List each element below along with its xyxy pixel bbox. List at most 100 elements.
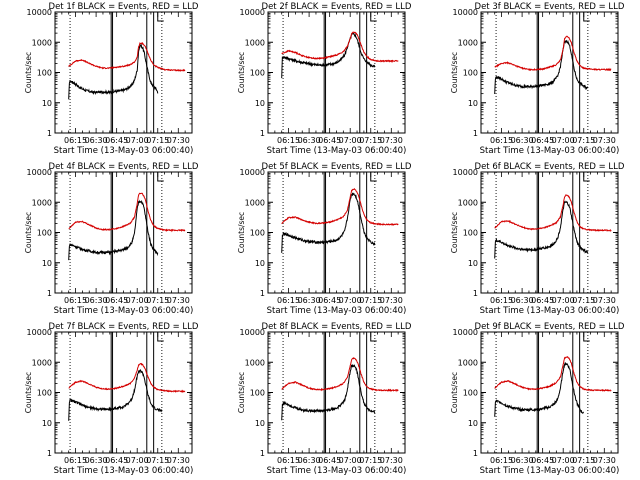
x-tick-label: 07:30 <box>593 296 616 305</box>
x-tick-label: 06:45 <box>318 456 341 465</box>
x-tick-label: 06:45 <box>531 296 554 305</box>
x-axis-label: Start Time (13-May-03 06:00:40) <box>267 146 407 156</box>
x-tick-label: 07:15 <box>359 136 382 145</box>
x-tick-label: 07:15 <box>146 456 169 465</box>
x-axis-label: Start Time (13-May-03 06:00:40) <box>267 306 407 316</box>
x-tick-label: 06:15 <box>277 456 300 465</box>
x-tick-label: 07:15 <box>359 456 382 465</box>
x-tick-label: 06:15 <box>490 136 513 145</box>
flag-marker <box>583 172 590 182</box>
y-tick-label: 1000 <box>458 358 478 367</box>
y-tick-label: 10 <box>42 99 52 108</box>
y-axis-label: Counts/sec <box>237 372 246 413</box>
x-tick-label: 07:00 <box>339 136 362 145</box>
x-tick-label: 06:45 <box>531 456 554 465</box>
x-tick-label: 06:45 <box>105 296 128 305</box>
y-tick-label: 1 <box>260 289 265 298</box>
y-axis-label: Counts/sec <box>450 372 459 413</box>
y-tick-label: 10000 <box>27 168 52 177</box>
x-tick-label: 06:15 <box>277 136 300 145</box>
x-tick-label: 07:00 <box>552 136 575 145</box>
y-tick-label: 1000 <box>458 198 478 207</box>
y-tick-label: 10000 <box>27 8 52 17</box>
x-axis-label: Start Time (13-May-03 06:00:40) <box>480 306 620 316</box>
flag-marker <box>583 12 590 22</box>
y-tick-label: 10 <box>255 99 265 108</box>
events-series-line <box>68 199 159 261</box>
lld-series-line <box>281 356 399 393</box>
lld-series-line <box>68 362 186 393</box>
y-tick-label: 100 <box>37 389 52 398</box>
panel-title: Det 4f BLACK = Events, RED = LLD <box>49 162 199 172</box>
events-series-line <box>494 361 584 417</box>
flag-marker <box>157 332 164 342</box>
y-tick-label: 100 <box>250 69 265 78</box>
y-tick-label: 1000 <box>245 198 265 207</box>
y-tick-label: 100 <box>250 389 265 398</box>
y-tick-label: 10 <box>42 259 52 268</box>
y-axis-label: Counts/sec <box>237 212 246 253</box>
y-tick-label: 1000 <box>245 38 265 47</box>
panel-title: Det 7f BLACK = Events, RED = LLD <box>49 322 199 332</box>
y-tick-label: 10 <box>468 419 478 428</box>
x-tick-label: 07:15 <box>572 136 595 145</box>
x-axis-label: Start Time (13-May-03 06:00:40) <box>54 306 194 316</box>
plot-frame <box>480 331 619 454</box>
x-tick-label: 06:45 <box>105 456 128 465</box>
y-tick-label: 100 <box>250 229 265 238</box>
y-tick-label: 10 <box>468 259 478 268</box>
x-tick-label: 07:30 <box>167 456 190 465</box>
detector-panel-3: 1 10 100 1000 10000 06:1506:3006:4507:0007:15… <box>450 2 625 156</box>
y-tick-label: 1 <box>260 449 265 458</box>
y-tick-label: 100 <box>37 69 52 78</box>
panel-title: Det 1f BLACK = Events, RED = LLD <box>49 2 199 12</box>
y-tick-label: 1 <box>473 289 478 298</box>
y-tick-label: 1 <box>47 289 52 298</box>
x-tick-label: 06:15 <box>490 456 513 465</box>
x-tick-label: 06:30 <box>511 456 534 465</box>
x-tick-label: 07:30 <box>380 456 403 465</box>
detector-panel-7: 1 10 100 1000 10000 06:1506:3006:4507:0007:15… <box>24 322 199 476</box>
y-tick-label: 1000 <box>245 358 265 367</box>
detector-panel-8: 1 10 100 1000 10000 06:1506:3006:4507:0007:15… <box>237 322 412 476</box>
y-tick-label: 10000 <box>240 328 265 337</box>
events-series-line <box>494 200 589 259</box>
y-tick-label: 10000 <box>453 8 478 17</box>
x-axis-label: Start Time (13-May-03 06:00:40) <box>54 146 194 156</box>
y-tick-label: 1 <box>47 129 52 138</box>
x-tick-label: 06:45 <box>105 136 128 145</box>
y-tick-label: 10 <box>42 419 52 428</box>
plot-frame <box>54 331 193 454</box>
x-tick-label: 07:15 <box>146 296 169 305</box>
y-tick-label: 10000 <box>240 168 265 177</box>
y-tick-label: 1 <box>473 129 478 138</box>
x-axis-label: Start Time (13-May-03 06:00:40) <box>480 466 620 476</box>
y-tick-label: 1 <box>47 449 52 458</box>
x-tick-label: 06:45 <box>318 136 341 145</box>
lld-series-line <box>281 31 399 63</box>
panel-title: Det 3f BLACK = Events, RED = LLD <box>475 2 625 12</box>
x-tick-label: 06:30 <box>85 296 108 305</box>
x-tick-label: 07:00 <box>126 136 149 145</box>
x-tick-label: 06:45 <box>318 296 341 305</box>
panel-title: Det 2f BLACK = Events, RED = LLD <box>262 2 412 12</box>
x-tick-label: 06:15 <box>64 136 87 145</box>
x-tick-label: 07:30 <box>167 296 190 305</box>
y-tick-label: 1000 <box>458 38 478 47</box>
detector-panel-4: 1 10 100 1000 10000 06:1506:3006:4507:0007:15… <box>24 162 199 316</box>
y-axis-label: Counts/sec <box>24 212 33 253</box>
panel-title: Det 5f BLACK = Events, RED = LLD <box>262 162 412 172</box>
y-tick-label: 10 <box>468 99 478 108</box>
x-axis-label: Start Time (13-May-03 06:00:40) <box>480 146 620 156</box>
plot-frame <box>267 11 406 134</box>
y-axis-label: Counts/sec <box>24 372 33 413</box>
lld-series-line <box>68 192 186 233</box>
y-axis-label: Counts/sec <box>24 52 33 93</box>
lld-series-line <box>68 41 186 72</box>
x-tick-label: 06:30 <box>298 456 321 465</box>
detector-panel-6: 1 10 100 1000 10000 06:1506:3006:4507:0007:15… <box>450 162 625 316</box>
x-tick-label: 07:00 <box>552 296 575 305</box>
plot-frame <box>267 171 406 294</box>
x-tick-label: 06:30 <box>85 136 108 145</box>
panel-title: Det 8f BLACK = Events, RED = LLD <box>262 322 412 332</box>
